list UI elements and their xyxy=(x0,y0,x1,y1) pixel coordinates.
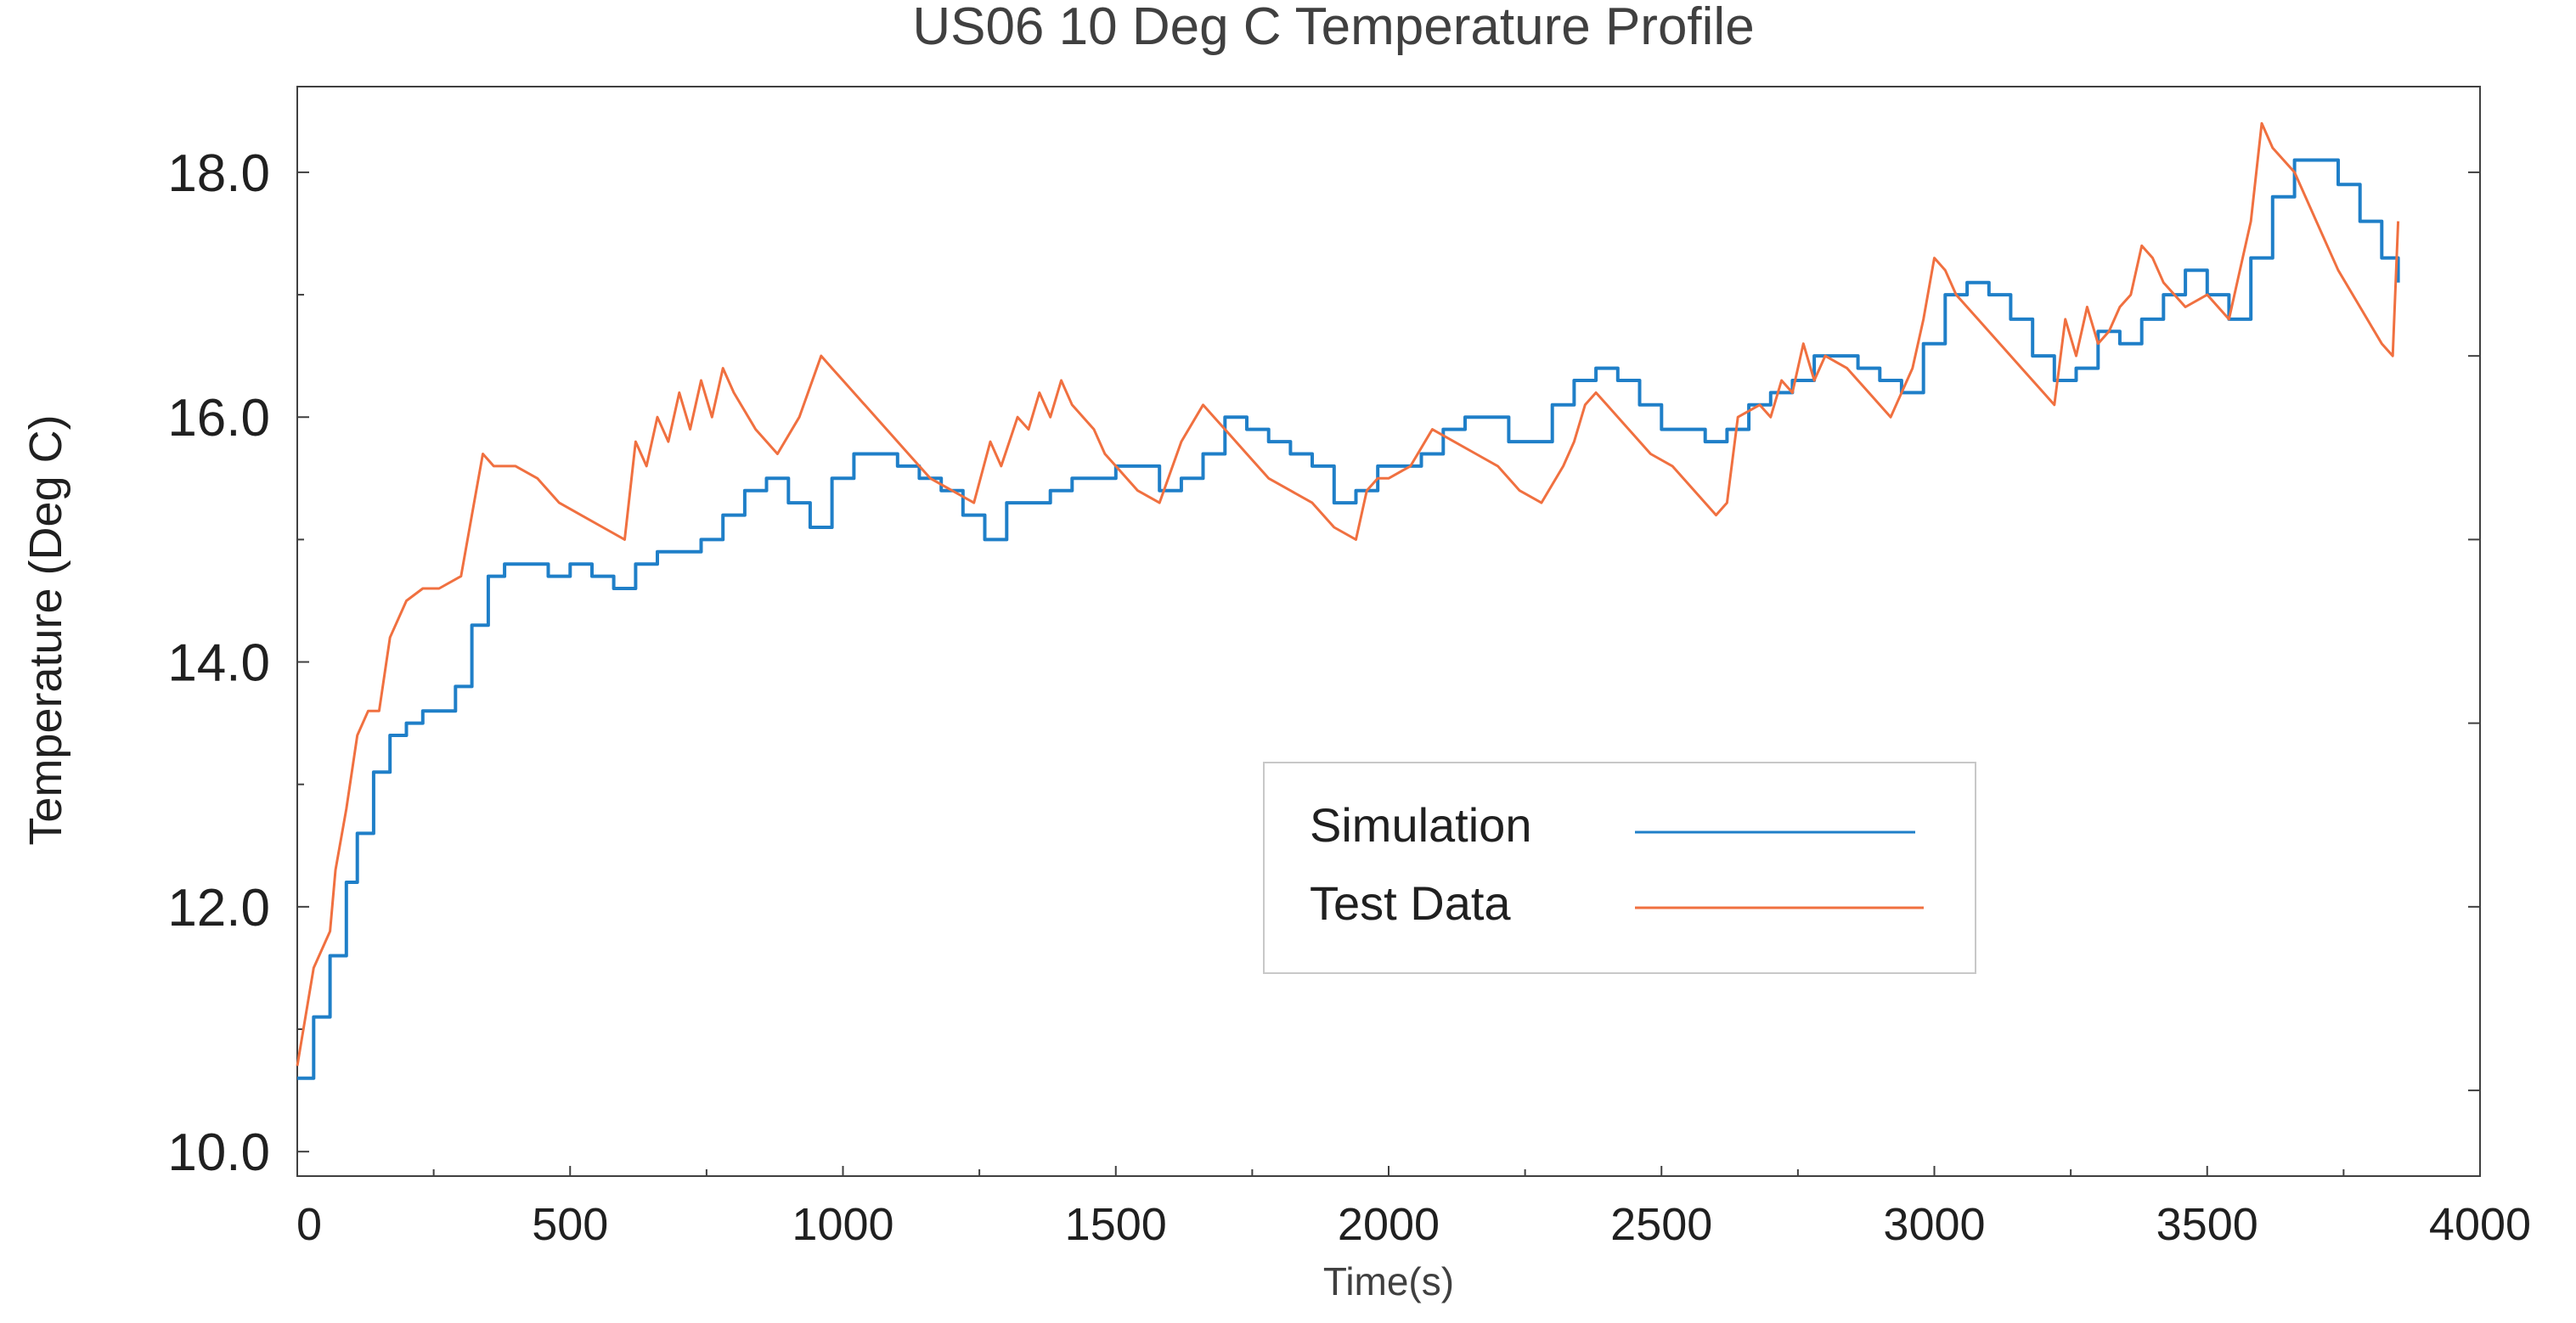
x-axis-label: Time(s) xyxy=(1323,1259,1454,1303)
axis-ticks: 0 500 1000 1500 2000 2500 3000 3500 4000 10.0 12.0… xyxy=(167,144,2531,1250)
chart-title: US06 10 Deg C Temperature Profile xyxy=(912,0,1754,56)
legend-label-simulation: Simulation xyxy=(1310,798,1531,852)
y-axis-label: Temperature (Deg C) xyxy=(20,414,71,845)
y-tick-label: 14.0 xyxy=(167,634,270,693)
x-tick-label: 2000 xyxy=(1338,1199,1440,1250)
series-layer xyxy=(296,121,2400,1080)
x-tick-label: 2500 xyxy=(1610,1199,1712,1250)
legend-box xyxy=(1263,762,1976,974)
y-tick-label: 18.0 xyxy=(167,144,270,203)
x-tick-label: 0 xyxy=(296,1199,322,1250)
y-tick-label: 10.0 xyxy=(167,1123,270,1182)
x-tick-label: 1000 xyxy=(792,1199,893,1250)
x-tick-label: 3500 xyxy=(2156,1199,2258,1250)
series-line-simulation xyxy=(297,158,2400,1080)
x-tick-label: 1500 xyxy=(1065,1199,1167,1250)
x-tick-label: 3000 xyxy=(1883,1199,1985,1250)
x-tick-label: 4000 xyxy=(2429,1199,2531,1250)
legend-label-test-data: Test Data xyxy=(1310,876,1511,930)
y-tick-label: 16.0 xyxy=(167,389,270,448)
legend: Simulation Test Data xyxy=(1263,762,1976,974)
series-line-test-data xyxy=(296,121,2400,1067)
y-tick-label: 12.0 xyxy=(167,879,270,937)
x-tick-label: 500 xyxy=(532,1199,608,1250)
